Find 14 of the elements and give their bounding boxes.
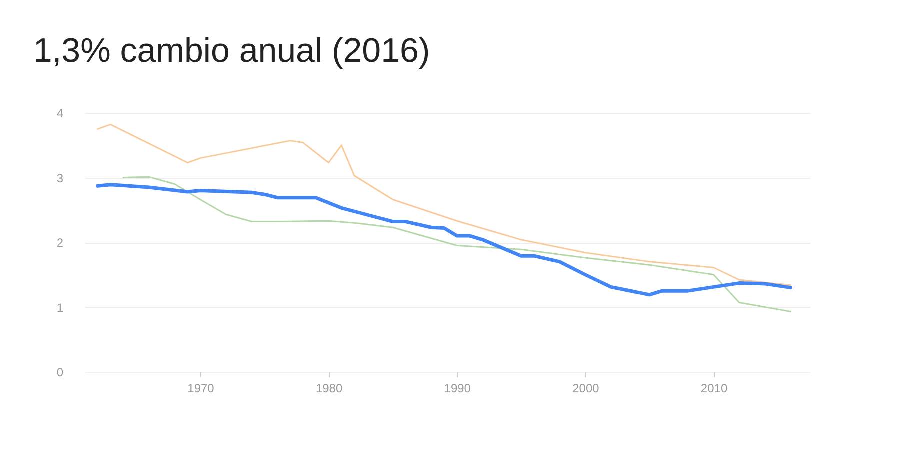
y-tick-label: 3 [56, 171, 64, 186]
line-series [96, 183, 792, 297]
chart-title: 1,3% cambio anual (2016) [33, 32, 430, 70]
line-series [97, 124, 792, 286]
y-tick-label: 4 [56, 106, 64, 120]
line-series [122, 176, 792, 313]
x-tick-label: 1980 [316, 382, 343, 396]
x-tick-label: 2000 [572, 382, 600, 396]
x-tick-label: 2010 [700, 382, 728, 396]
y-tick-label: 1 [56, 300, 64, 315]
x-tick-label: 1990 [444, 382, 472, 396]
y-tick-label: 0 [56, 366, 64, 380]
x-tick-label: 1970 [188, 382, 215, 396]
y-tick-label: 2 [56, 236, 64, 250]
